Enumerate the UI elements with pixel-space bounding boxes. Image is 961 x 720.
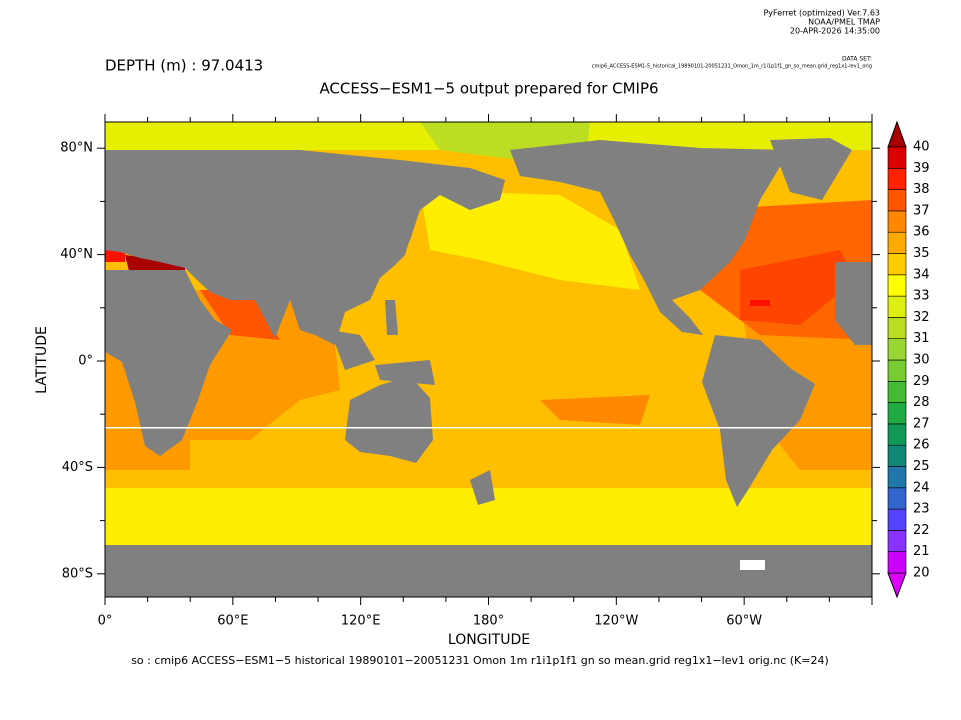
color-band	[887, 317, 907, 339]
y-tick-label: 40°N	[60, 247, 93, 262]
y-tick-label: 0°	[78, 354, 93, 369]
color-band	[887, 210, 907, 233]
colorbar-under	[887, 572, 907, 599]
colorbar-label: 36	[913, 225, 930, 240]
color-band	[887, 231, 907, 254]
dataset-name: cmip6_ACCESS-ESM1-5_historical_19890101-…	[592, 64, 872, 70]
colorbar-label: 34	[913, 267, 930, 282]
colorbar-label: 29	[913, 374, 930, 389]
y-axis-label: LATITUDE	[34, 326, 50, 394]
colorbar-label: 24	[913, 480, 930, 495]
depth-label: DEPTH (m) : 97.0413	[105, 57, 263, 75]
x-tick-label: 180°	[473, 614, 504, 629]
y-tick-label: 80°N	[60, 141, 93, 156]
color-band	[887, 444, 907, 467]
x-tick-label: 60°E	[217, 614, 248, 629]
colorbar-label: 38	[913, 182, 930, 197]
program-label: PyFerret (optimized) Ver.7.63	[763, 9, 880, 18]
colorbar: 20 21 22 23 24 25 26 27 28 29 30 31 32 33 34 35 36 37 38 39…	[887, 120, 930, 599]
x-tick-label: 120°W	[594, 614, 638, 629]
color-band	[887, 530, 907, 553]
colorbar-label: 35	[913, 246, 930, 261]
color-band	[887, 551, 907, 574]
color-band	[887, 402, 907, 425]
colorbar-label: 40	[913, 140, 930, 155]
timestamp: 20-APR-2026 14:35:00	[790, 27, 880, 36]
color-band	[887, 508, 907, 531]
colorbar-label: 31	[913, 331, 930, 346]
color-band	[887, 295, 907, 318]
axis-ticks: 0° 60°E 120°E 180° 120°W 60°W 80°N 40°N 0° 40°S 80…	[60, 114, 880, 629]
colorbar-label: 26	[913, 438, 930, 453]
color-band	[887, 253, 907, 276]
x-tick-label: 60°W	[726, 614, 762, 629]
colorbar-label: 25	[913, 459, 930, 474]
color-band	[887, 168, 907, 190]
dataset-label: DATA SET:	[842, 56, 872, 63]
x-tick-label: 0°	[98, 614, 113, 629]
color-band	[887, 359, 907, 382]
colorbar-label: 39	[913, 161, 930, 176]
colorbar-label: 32	[913, 310, 930, 325]
colorbar-label: 27	[913, 416, 930, 431]
org-label: NOAA/PMEL TMAP	[808, 18, 880, 27]
color-band	[887, 338, 907, 361]
x-axis-label: LONGITUDE	[448, 632, 530, 648]
y-tick-label: 80°S	[62, 566, 93, 581]
map	[105, 122, 872, 597]
plot-title: ACCESS−ESM1−5 output prepared for CMIP6	[319, 80, 658, 98]
x-tick-label: 120°E	[341, 614, 381, 629]
color-band	[887, 466, 907, 489]
color-band	[887, 274, 907, 297]
color-band	[887, 146, 907, 169]
colorbar-label: 30	[913, 353, 930, 368]
footer-label: so : cmip6 ACCESS−ESM1−5 historical 1989…	[131, 654, 829, 667]
colorbar-label: 28	[913, 395, 930, 410]
colorbar-label: 20	[913, 566, 930, 581]
colorbar-label: 21	[913, 544, 930, 559]
colorbar-label: 33	[913, 289, 930, 304]
y-tick-label: 40°S	[62, 460, 93, 475]
colorbar-label: 37	[913, 203, 930, 218]
color-band	[887, 380, 907, 403]
colorbar-label: 23	[913, 502, 930, 517]
colorbar-over	[887, 120, 907, 148]
color-band	[887, 189, 907, 212]
colorbar-label: 22	[913, 523, 930, 538]
color-band	[887, 423, 907, 446]
color-band	[887, 487, 907, 510]
